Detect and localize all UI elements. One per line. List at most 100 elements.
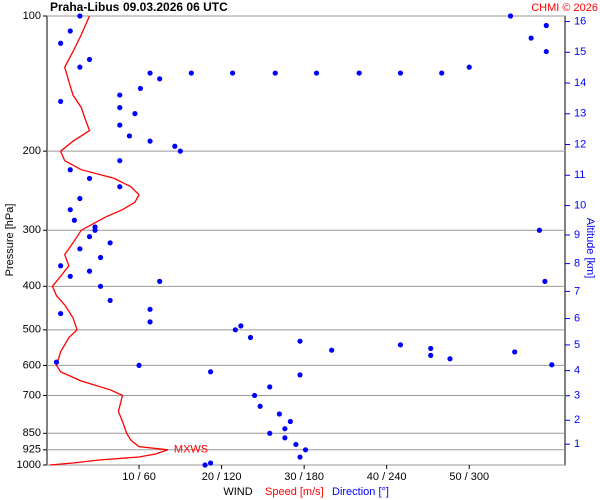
credit: CHMI © 2026 — [531, 2, 598, 14]
direction-point — [297, 338, 303, 344]
direction-point — [428, 352, 434, 358]
direction-point — [126, 133, 133, 139]
direction-point — [58, 40, 64, 46]
legend-entry: Speed [m/s] — [265, 486, 324, 498]
legend-entry: Direction [°] — [332, 486, 389, 498]
y2-tick-label: 3 — [574, 390, 580, 402]
direction-point — [293, 441, 299, 448]
direction-point — [507, 13, 514, 19]
direction-point — [136, 362, 142, 368]
direction-point — [71, 217, 77, 223]
direction-point — [397, 70, 404, 76]
direction-point — [77, 195, 83, 202]
y2-tick-label: 1 — [574, 438, 580, 450]
direction-point — [207, 460, 214, 466]
direction-point — [77, 246, 83, 252]
direction-point — [157, 76, 163, 82]
x-tick-label: 10 / 60 — [122, 471, 156, 483]
direction-point — [282, 435, 288, 441]
direction-point — [67, 28, 73, 34]
x-tick-label: 40 / 240 — [367, 471, 407, 483]
direction-point — [117, 122, 123, 128]
direction-point — [92, 224, 98, 230]
direction-point — [147, 70, 153, 76]
direction-point — [58, 310, 64, 317]
x-tick-label: 50 / 300 — [449, 471, 489, 483]
legend-title: WIND — [223, 486, 252, 498]
speed-line — [49, 15, 169, 466]
direction-point — [137, 85, 144, 92]
direction-point — [542, 278, 548, 284]
y2-tick-label: 16 — [574, 15, 586, 27]
y2-tick-label: 6 — [574, 312, 580, 324]
y-tick-label: 600 — [23, 359, 41, 371]
direction-point — [117, 92, 123, 98]
direction-point — [86, 175, 93, 182]
y-tick-label: 500 — [23, 324, 41, 336]
annotation: MXWS — [174, 444, 208, 456]
direction-point — [202, 462, 208, 468]
direction-point — [97, 254, 104, 261]
direction-point — [97, 283, 104, 289]
direction-point — [232, 327, 238, 333]
direction-point — [77, 64, 83, 70]
direction-point — [313, 70, 320, 76]
y-tick-label: 200 — [23, 145, 41, 157]
direction-point — [238, 323, 244, 329]
direction-point — [267, 430, 273, 436]
direction-point — [272, 70, 278, 76]
direction-point — [439, 70, 445, 76]
x-tick-label: 20 / 120 — [202, 471, 242, 483]
direction-point — [282, 426, 288, 432]
direction-point — [172, 143, 178, 149]
direction-point — [53, 359, 60, 365]
direction-point — [86, 234, 93, 240]
direction-point — [297, 372, 303, 378]
direction-point — [67, 167, 73, 173]
y2-tick-label: 8 — [574, 258, 580, 270]
direction-point — [147, 138, 153, 144]
direction-point — [67, 207, 73, 213]
direction-point — [329, 347, 335, 353]
chart-title: Praha-Libus — [50, 0, 120, 14]
plot-frame — [46, 15, 566, 466]
direction-point — [147, 306, 153, 312]
y-tick-label: 700 — [23, 389, 41, 401]
x-tick-label: 30 / 180 — [284, 471, 324, 483]
direction-point — [207, 369, 214, 375]
direction-point — [276, 411, 282, 417]
direction-point — [77, 13, 83, 19]
y2-tick-label: 15 — [574, 46, 586, 58]
direction-point — [86, 56, 93, 63]
y-tick-label: 300 — [23, 224, 41, 236]
y2-axis-label: Altitude [km] — [584, 218, 596, 279]
y2-tick-label: 7 — [574, 285, 580, 297]
direction-point — [58, 98, 64, 105]
direction-point — [397, 342, 404, 348]
direction-point — [356, 70, 362, 76]
direction-point — [302, 447, 309, 453]
direction-point — [428, 345, 434, 352]
direction-point — [536, 227, 543, 233]
direction-point — [67, 273, 73, 279]
direction-point — [287, 418, 293, 425]
direction-point — [543, 48, 549, 55]
direction-point — [58, 263, 64, 269]
y2-tick-label: 11 — [574, 169, 585, 181]
y2-tick-label: 12 — [574, 138, 586, 150]
direction-point — [86, 268, 93, 274]
direction-point — [107, 297, 113, 304]
y-tick-label: 925 — [23, 444, 41, 456]
y-tick-label: 100 — [23, 10, 41, 22]
y2-tick-label: 10 — [574, 199, 586, 211]
y2-tick-label: 14 — [574, 77, 586, 89]
direction-point — [257, 403, 263, 409]
y2-tick-label: 13 — [574, 108, 586, 120]
direction-point — [177, 148, 183, 154]
direction-point — [117, 158, 123, 164]
y-tick-label: 400 — [23, 280, 41, 292]
direction-point — [132, 111, 138, 117]
direction-point — [117, 184, 123, 190]
